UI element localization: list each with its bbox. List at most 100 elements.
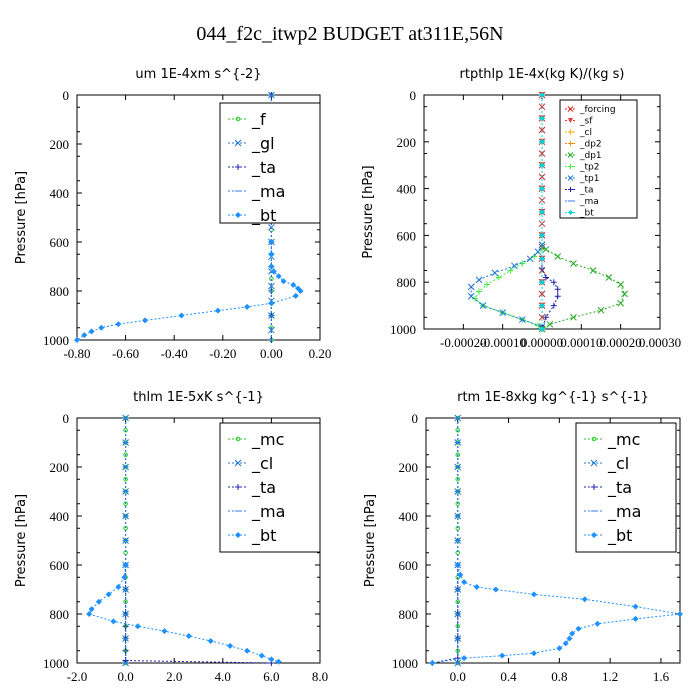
legend-label: _bt (607, 526, 632, 546)
data-point (234, 139, 242, 147)
x-tick-label: 0.0 (117, 669, 133, 684)
data-point (455, 623, 461, 629)
panel-title: um 1E-4xm s^{-2} (135, 67, 261, 82)
y-tick-label: 0 (63, 88, 70, 103)
data-point (473, 584, 480, 591)
data-point (507, 267, 514, 274)
data-point (455, 427, 461, 433)
y-tick-label: 1000 (390, 322, 416, 337)
y-tick-label: 600 (397, 228, 417, 243)
plot-frame (425, 417, 681, 664)
data-point (142, 317, 149, 324)
legend-label: _bt (251, 526, 276, 546)
data-point (235, 116, 241, 122)
panels: um 1E-4xm s^{-2} Pressure [hPa] 0 200 400 600… (14, 67, 683, 684)
data-point (492, 586, 499, 593)
data-point (235, 164, 241, 170)
data-point (476, 288, 483, 295)
series-4 (454, 417, 461, 664)
data-point (570, 260, 577, 267)
legend-label: _dp1 (579, 151, 602, 161)
y-axis-label: Pressure [hPa] (14, 171, 29, 264)
y-tick-label: 400 (50, 509, 70, 524)
data-point (88, 606, 95, 613)
data-point (292, 292, 299, 299)
x-tick-label: 2.0 (166, 669, 182, 684)
data-point (123, 476, 128, 482)
data-point (123, 452, 128, 458)
legend-item: _mc (584, 430, 640, 450)
data-point (105, 591, 112, 598)
x-tick-label: 0.8 (551, 669, 567, 684)
data-point (244, 647, 251, 654)
data-point (479, 302, 487, 309)
legend-item: _bt (228, 526, 276, 546)
data-point (530, 650, 537, 657)
legend-item: _forcing (565, 105, 616, 115)
data-point (491, 269, 499, 277)
data-point (499, 309, 507, 316)
data-point (268, 282, 275, 290)
data-point (556, 645, 563, 652)
legend-item: _ma (228, 502, 285, 522)
data-point (539, 185, 545, 192)
data-point (539, 209, 545, 215)
series-8 (539, 255, 561, 332)
legend-item: _dp2 (565, 140, 602, 150)
legend-label: _cl (579, 128, 592, 138)
legend-label: _mc (251, 430, 284, 450)
panel-title: rtm 1E-8xkg kg^{-1} s^{-1} (457, 390, 649, 405)
x-tick-label: -0.80 (63, 346, 90, 361)
data-point (567, 106, 574, 112)
data-point (121, 574, 128, 581)
data-point (568, 187, 573, 192)
series-5 (538, 241, 628, 333)
legend-label: _mc (607, 430, 640, 450)
legend-label: _cl (251, 454, 273, 474)
y-tick-label: 800 (50, 284, 70, 299)
legend-label: _ma (251, 502, 285, 522)
data-point (554, 286, 561, 293)
data-point (542, 246, 550, 253)
y-tick-label: 600 (50, 235, 70, 250)
legend-item: _ta (565, 186, 594, 196)
data-point (227, 642, 234, 649)
data-point (554, 293, 561, 300)
data-point (538, 313, 546, 321)
y-axis-label: Pressure [hPa] (363, 494, 378, 587)
data-point (621, 290, 628, 298)
x-tick-label: -0.00010 (479, 335, 526, 350)
data-point (594, 620, 601, 627)
legend-label: _forcing (579, 105, 616, 115)
data-point (568, 141, 573, 146)
data-point (297, 288, 304, 294)
data-point (566, 635, 573, 642)
data-point (538, 150, 546, 157)
x-tick-label: -0.60 (112, 346, 139, 361)
data-point (455, 648, 461, 654)
legend-label: _bt (579, 209, 594, 219)
series-3 (122, 562, 275, 666)
data-point (567, 175, 574, 181)
data-point (589, 267, 597, 274)
y-tick-label: 1000 (43, 333, 69, 348)
data-point (110, 618, 117, 625)
data-point (122, 562, 129, 568)
data-point (539, 279, 545, 286)
data-point (632, 615, 639, 622)
data-point (570, 313, 577, 321)
data-point (539, 162, 545, 169)
data-point (134, 623, 141, 630)
data-point (457, 571, 464, 578)
y-tick-label: 0 (63, 411, 70, 426)
data-point (526, 255, 534, 263)
data-point (268, 263, 275, 270)
x-tick-label: 1.2 (602, 669, 618, 684)
x-tick-label: 0.20 (309, 346, 332, 361)
data-point (123, 427, 128, 433)
data-point (568, 210, 573, 215)
series-5 (429, 562, 683, 666)
legend-box (219, 102, 321, 224)
data-point (617, 281, 625, 288)
legend-item: _bt (228, 206, 276, 226)
